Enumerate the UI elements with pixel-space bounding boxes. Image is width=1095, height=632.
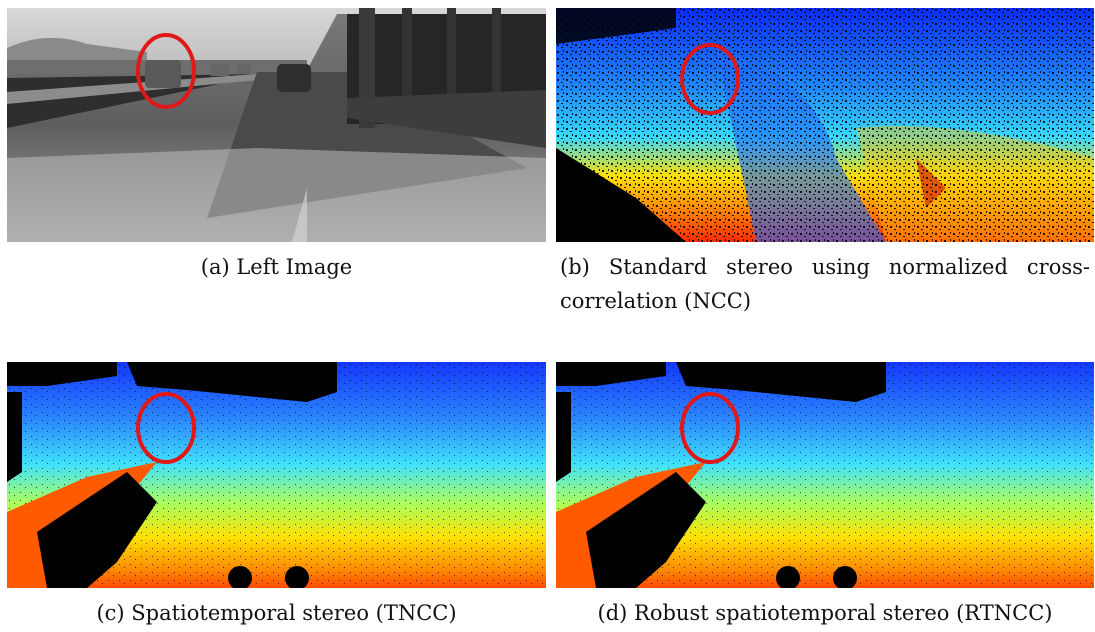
- rtncc-disparity-panel: [556, 362, 1094, 588]
- caption-c: (c) Spatiotemporal stereo (TNCC): [96, 601, 457, 625]
- caption-a: (a) Left Image: [200, 255, 353, 279]
- highlight-ellipse: [680, 392, 740, 464]
- ncc-disparity-panel: [556, 8, 1094, 242]
- highlight-ellipse: [680, 43, 740, 115]
- highlight-ellipse: [136, 33, 196, 109]
- caption-b: (b) Standard stereo using normalized cro…: [560, 255, 1090, 313]
- left-image-panel: [7, 8, 546, 242]
- tncc-disparity-map: [7, 362, 546, 588]
- ncc-disparity-map: [556, 8, 1094, 242]
- rtncc-disparity-map: [556, 362, 1094, 588]
- left-image: [7, 8, 546, 242]
- highlight-ellipse: [136, 392, 196, 464]
- tncc-disparity-panel: [7, 362, 546, 588]
- caption-d: (d) Robust spatiotemporal stereo (RTNCC): [597, 601, 1053, 625]
